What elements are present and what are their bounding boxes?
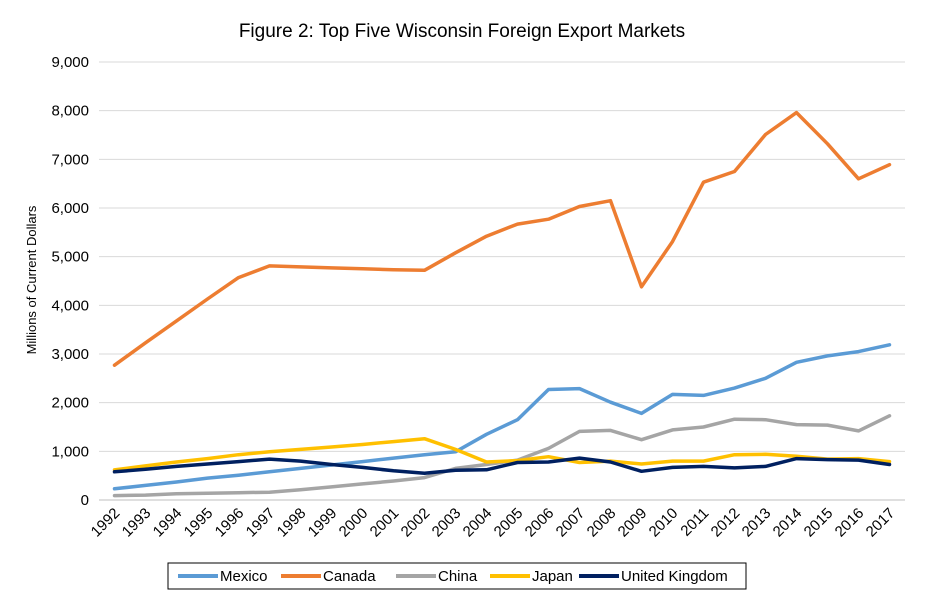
x-tick-label: 2000 bbox=[336, 505, 372, 541]
legend-label: Japan bbox=[532, 568, 573, 585]
y-tick-label: 8,000 bbox=[51, 103, 89, 120]
y-tick-label: 3,000 bbox=[51, 346, 89, 363]
x-tick-label: 1995 bbox=[181, 505, 217, 541]
y-axis-label: Millions of Current Dollars bbox=[24, 205, 39, 354]
x-tick-label: 1993 bbox=[119, 505, 155, 541]
y-tick-label: 7,000 bbox=[51, 151, 89, 168]
x-tick-label: 2013 bbox=[739, 505, 775, 541]
legend-label: Canada bbox=[323, 568, 376, 585]
chart-title: Figure 2: Top Five Wisconsin Foreign Exp… bbox=[239, 21, 685, 42]
legend-label: Mexico bbox=[220, 568, 268, 585]
x-tick-label: 2004 bbox=[460, 505, 496, 541]
legend-box bbox=[167, 562, 747, 590]
x-tick-label: 2014 bbox=[770, 505, 806, 541]
legend-label: United Kingdom bbox=[621, 568, 728, 585]
series-line-canada bbox=[112, 110, 892, 367]
x-tick-label: 2001 bbox=[367, 505, 403, 541]
y-tick-label: 0 bbox=[81, 492, 89, 509]
x-tick-label: 1997 bbox=[243, 505, 279, 541]
x-tick-label: 2002 bbox=[398, 505, 434, 541]
y-tick-label: 1,000 bbox=[51, 443, 89, 460]
x-tick-label: 1998 bbox=[274, 505, 310, 541]
x-tick-label: 2003 bbox=[429, 505, 465, 541]
y-axis-ticks: 0 1,000 2,000 3,000 4,000 5,000 6,000 7,000 8,00… bbox=[51, 54, 89, 509]
x-tick-label: 2010 bbox=[646, 505, 682, 541]
x-tick-label: 1994 bbox=[150, 505, 186, 541]
x-tick-label: 2007 bbox=[553, 505, 589, 541]
y-tick-label: 6,000 bbox=[51, 200, 89, 217]
x-axis-ticks: 1992199319941995199619971998199920002001… bbox=[88, 505, 899, 541]
legend-label: China bbox=[438, 568, 478, 585]
x-tick-label: 2017 bbox=[863, 505, 899, 541]
x-tick-label: 1992 bbox=[88, 505, 124, 541]
series-line-japan bbox=[112, 436, 892, 472]
legend: Mexico Canada China Japan United Kingdom bbox=[167, 562, 747, 590]
series-line-united-kingdom bbox=[112, 456, 892, 475]
x-tick-label: 2016 bbox=[832, 505, 868, 541]
x-tick-label: 2015 bbox=[801, 505, 837, 541]
x-tick-label: 2006 bbox=[522, 505, 558, 541]
x-tick-label: 2011 bbox=[677, 505, 712, 540]
x-tick-label: 2008 bbox=[584, 505, 620, 541]
x-tick-label: 2005 bbox=[491, 505, 527, 541]
y-tick-label: 2,000 bbox=[51, 395, 89, 412]
x-tick-label: 1999 bbox=[305, 505, 341, 541]
series-line-mexico bbox=[112, 343, 892, 491]
x-tick-label: 1996 bbox=[212, 505, 248, 541]
y-tick-label: 9,000 bbox=[51, 54, 89, 71]
y-tick-label: 4,000 bbox=[51, 297, 89, 314]
series-lines bbox=[112, 110, 892, 498]
grid-lines bbox=[99, 61, 905, 501]
x-tick-label: 2012 bbox=[708, 505, 744, 541]
x-tick-label: 2009 bbox=[615, 505, 651, 541]
y-tick-label: 5,000 bbox=[51, 249, 89, 266]
